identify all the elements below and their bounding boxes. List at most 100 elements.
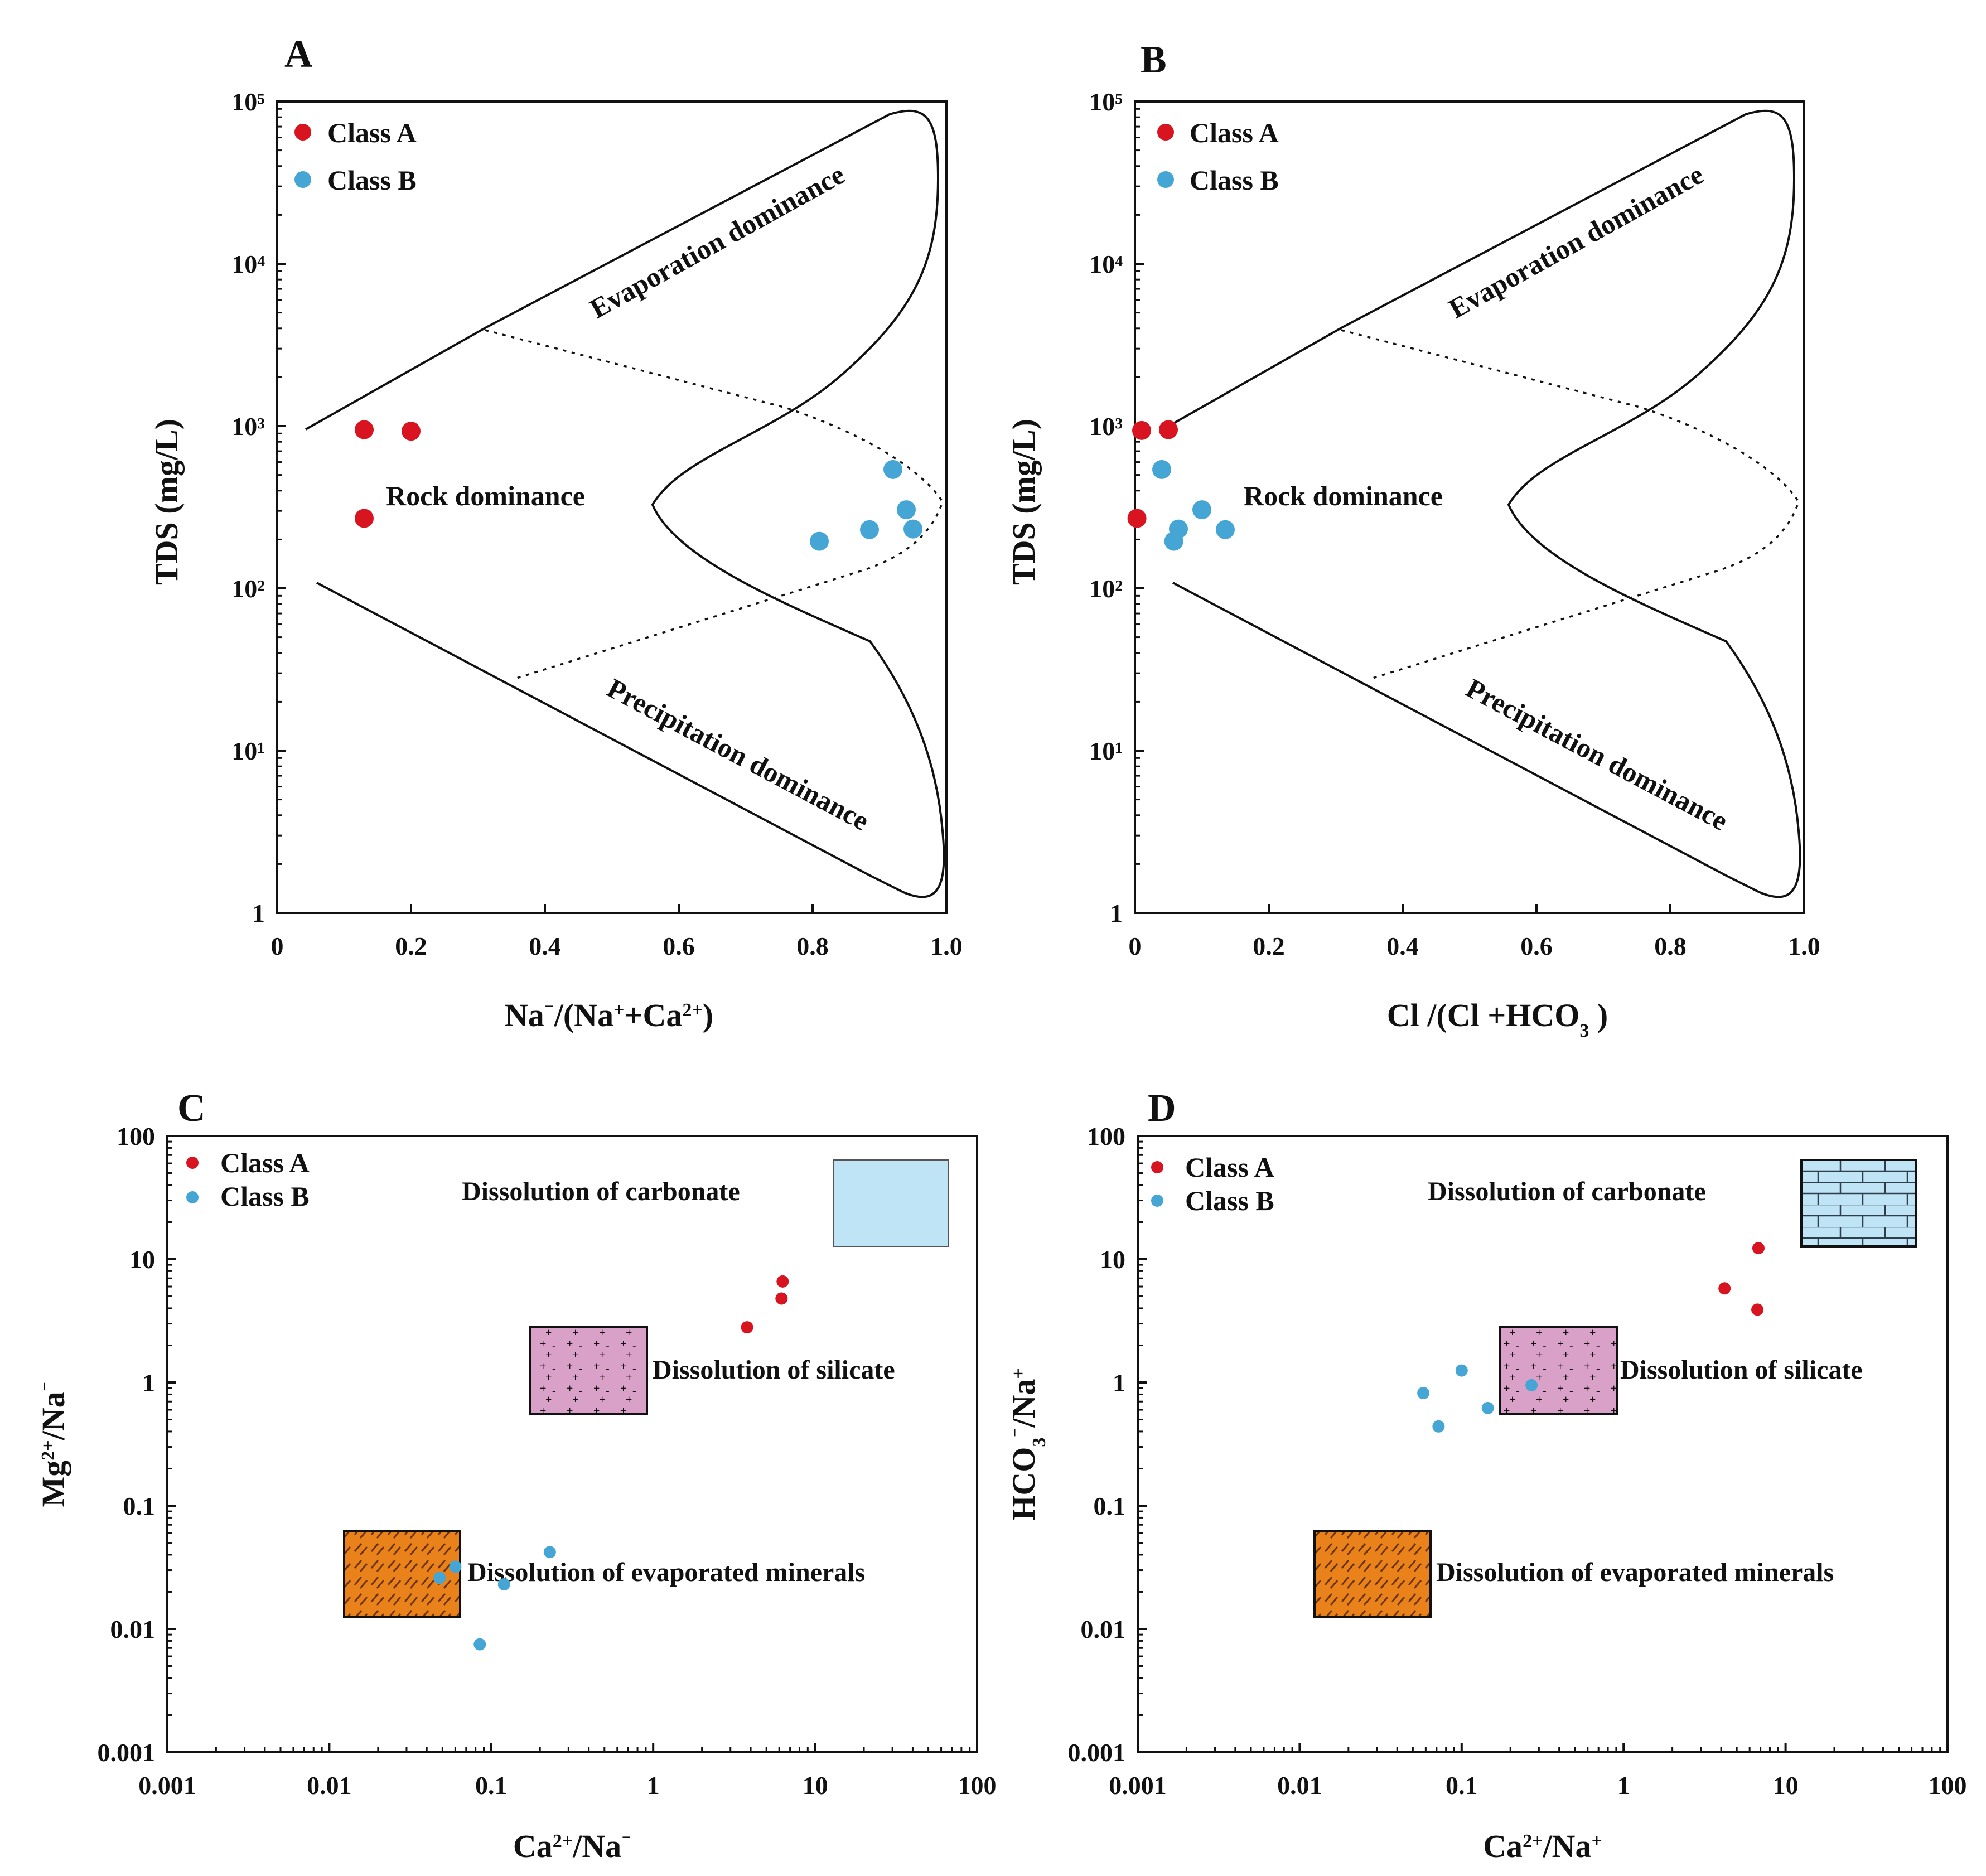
data-points-a	[355, 420, 922, 551]
panel-d: D Class A Class B Dissolution of carbona…	[1006, 1087, 1967, 1864]
class-a-point	[741, 1321, 753, 1334]
legend-label-class-b: Class B	[1190, 165, 1279, 196]
data-points-d	[1417, 1242, 1765, 1433]
axis-title-y-c: Mg2+/Na⁻	[35, 1381, 71, 1507]
x-tick-label: 0.6	[663, 932, 695, 960]
x-tick-label: 0.01	[307, 1771, 352, 1800]
x-tick-label: 0.1	[475, 1771, 508, 1800]
annotation-silicate-d: Dissolution of silicate	[1620, 1355, 1863, 1385]
annotation-evaporation-b: Evaporation dominance	[1443, 158, 1708, 324]
class-b-point	[1455, 1364, 1468, 1377]
legend-label-class-a: Class A	[1185, 1152, 1274, 1183]
axes-frame-d	[1137, 1135, 1949, 1753]
annotation-evaporation-a: Evaporation dominance	[584, 158, 849, 324]
class-b-point	[1432, 1420, 1445, 1433]
axis-title-y-d: HCO3⁻/Na+	[1006, 1368, 1050, 1520]
class-b-point	[1192, 500, 1211, 520]
class-b-point	[1216, 520, 1235, 539]
class-b-point	[1152, 460, 1171, 479]
legend-marker-class-a	[294, 124, 311, 141]
x-tick-label: 0.2	[1253, 932, 1285, 960]
class-b-point	[1417, 1387, 1430, 1400]
y-tick-label: 10²	[1089, 574, 1123, 603]
x-tick-label: 0.8	[796, 932, 829, 960]
y-tick-label: 100	[117, 1122, 155, 1150]
legend-label-class-a: Class A	[220, 1147, 310, 1178]
y-tick-label: 10¹	[231, 737, 265, 765]
y-tick-label: 0.1	[123, 1492, 156, 1520]
class-a-point	[1132, 420, 1151, 440]
y-tick-label: 10²	[231, 574, 265, 603]
axis-title-x-b: Cl /(Cl +HCO3 )	[1387, 997, 1608, 1041]
class-a-point	[1752, 1242, 1765, 1255]
class-b-point	[1164, 531, 1183, 551]
annotation-carbonate-c: Dissolution of carbonate	[462, 1177, 740, 1206]
silicate-field-box	[1499, 1326, 1618, 1415]
axis-title-y-a: TDS (mg/L)	[148, 419, 185, 585]
legend-label-class-b: Class B	[220, 1181, 310, 1212]
axes-frame-c	[166, 1135, 978, 1753]
y-tick-label: 1	[1110, 899, 1123, 927]
x-tick-label: 100	[958, 1771, 997, 1800]
y-tick-label: 10⁴	[231, 250, 265, 278]
legend-marker-class-b	[1151, 1195, 1163, 1207]
annotation-rock-a: Rock dominance	[386, 480, 585, 511]
axis-ticks-c: 0.001 0.01 0.1 1 10 100 0.001 0.01 0.1 1 10 100	[98, 1122, 997, 1800]
legend-label-class-b: Class B	[1185, 1185, 1274, 1216]
y-tick-label: 1	[252, 899, 265, 927]
silicate-field-box	[529, 1326, 648, 1415]
axes-frame-b	[1134, 100, 1805, 914]
y-tick-label: 10	[1100, 1245, 1125, 1274]
panel-label-b: B	[1141, 38, 1167, 81]
y-tick-label: 0.01	[1081, 1615, 1126, 1643]
y-tick-label: 100	[1087, 1122, 1125, 1150]
annotation-rock-b: Rock dominance	[1244, 480, 1443, 511]
class-b-point	[883, 460, 902, 479]
x-tick-label: 0.4	[1386, 932, 1419, 960]
x-tick-label: 1.0	[1788, 932, 1820, 960]
x-tick-label: 0	[1129, 932, 1142, 960]
class-b-point	[810, 531, 829, 551]
legend-label-class-a: Class A	[1190, 117, 1279, 148]
x-tick-label: 0.8	[1654, 932, 1687, 960]
panel-b: B Evaporation dominance Rock dominance P…	[1006, 38, 1820, 1041]
data-points-c	[433, 1275, 789, 1651]
legend-marker-class-b	[186, 1191, 199, 1203]
class-a-point	[775, 1292, 788, 1305]
y-tick-label: 10¹	[1089, 737, 1123, 765]
panel-label-c: C	[177, 1087, 206, 1130]
class-a-point	[1718, 1282, 1731, 1295]
carbonate-field-box	[833, 1159, 949, 1247]
y-tick-label: 1	[142, 1369, 155, 1397]
legend-marker-class-a	[1151, 1161, 1163, 1173]
axis-ticks-b: 0 0.2 0.4 0.6 0.8 1.0 1 10¹ 10² 10³ 10⁴ 10⁵	[1089, 88, 1820, 960]
evaporite-field-box	[1313, 1530, 1432, 1618]
y-tick-label: 0.01	[110, 1615, 156, 1643]
x-tick-label: 0.4	[529, 932, 561, 960]
legend-marker-class-a	[186, 1157, 199, 1169]
axis-title-x-a: Na⁻/(Na++Ca2+)	[505, 997, 713, 1033]
boundary-evaporation-b	[1162, 109, 1801, 898]
x-tick-label: 10	[1773, 1771, 1799, 1800]
class-b-point	[473, 1638, 486, 1651]
legend-marker-class-a	[1157, 124, 1174, 141]
y-tick-label: 10⁵	[231, 88, 265, 116]
annotation-evaporite-c: Dissolution of evaporated minerals	[467, 1558, 865, 1587]
class-a-point	[1127, 509, 1147, 528]
annotation-precipitation-b: Precipitation dominance	[1461, 672, 1733, 837]
x-tick-label: 1.0	[930, 932, 963, 960]
axis-ticks-d: 0.001 0.01 0.1 1 10 100 0.001 0.01 0.1 1 10 100	[1068, 1122, 1967, 1800]
x-tick-label: 0.001	[1109, 1771, 1167, 1800]
x-tick-label: 0.2	[395, 932, 427, 960]
y-tick-label: 0.001	[98, 1738, 156, 1767]
y-tick-label: 0.1	[1094, 1492, 1126, 1520]
annotation-carbonate-d: Dissolution of carbonate	[1428, 1177, 1706, 1206]
class-a-point	[402, 422, 421, 441]
y-tick-label: 10	[129, 1245, 155, 1274]
y-tick-label: 10⁴	[1089, 250, 1123, 278]
class-a-point	[1159, 420, 1178, 439]
class-b-point	[449, 1560, 462, 1573]
carbonate-field-box	[1800, 1159, 1917, 1248]
x-tick-label: 100	[1929, 1771, 1967, 1800]
